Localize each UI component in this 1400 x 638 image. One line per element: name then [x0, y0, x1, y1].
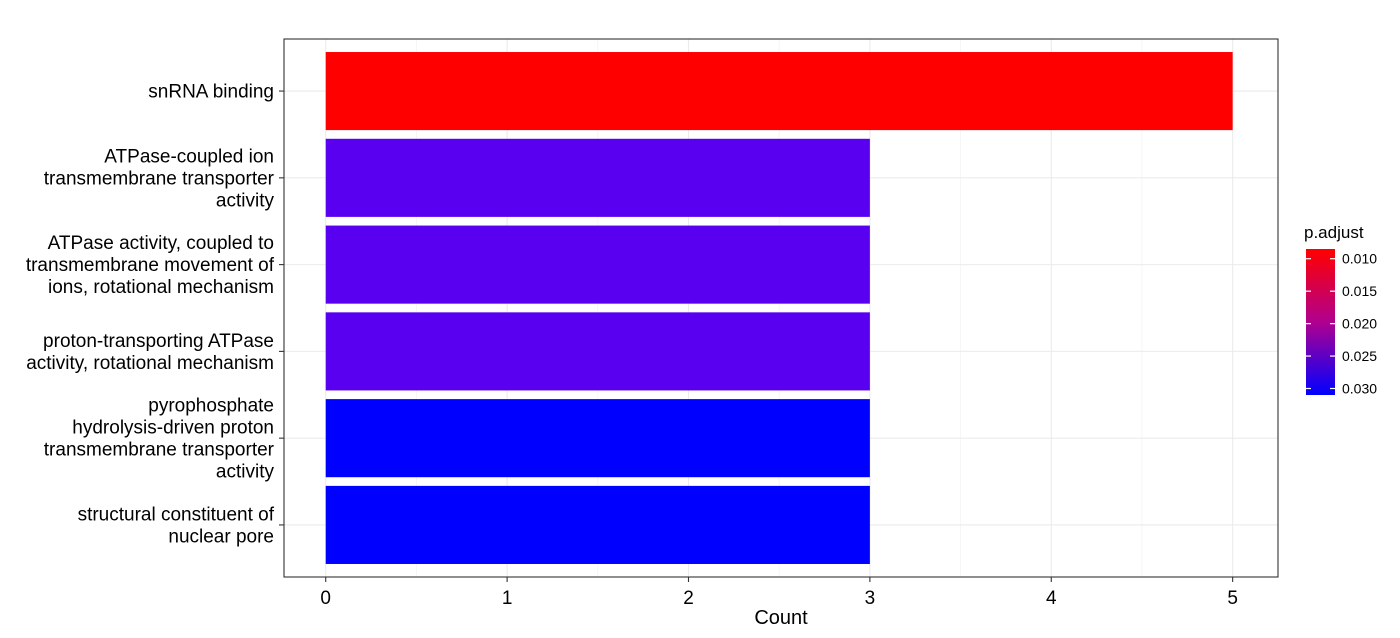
legend-color-bar	[1306, 249, 1335, 395]
legend-title: p.adjust	[1304, 223, 1364, 242]
bar	[325, 312, 870, 391]
x-tick-label: 4	[1046, 588, 1057, 609]
legend-tick-label: 0.010	[1342, 251, 1377, 267]
bar	[325, 225, 870, 304]
legend-tick-label: 0.030	[1342, 381, 1377, 397]
legend-tick-label: 0.015	[1342, 283, 1377, 299]
bar	[325, 138, 870, 217]
legend-ticks: 0.010 0.015 0.020 0.025 0.030	[1306, 251, 1377, 397]
y-axis: snRNA binding ATPase-coupled ion transmemb…	[26, 82, 284, 547]
bar	[325, 485, 870, 564]
y-tick-label: pyrophosphate hydrolysis-driven proton tra…	[44, 396, 275, 483]
x-tick-label: 2	[683, 588, 694, 609]
legend-tick-label: 0.025	[1342, 348, 1377, 364]
y-tick-label: ATPase activity, coupled to transmembrane…	[26, 233, 275, 298]
x-tick-label: 3	[865, 588, 876, 609]
bars	[325, 52, 1233, 564]
y-tick-label: structural constituent of nuclear pore	[78, 504, 275, 547]
x-axis-title: Count	[754, 607, 808, 629]
bar	[325, 399, 870, 478]
y-tick-label: ATPase-coupled ion transmembrane transpor…	[44, 146, 275, 211]
y-tick-label: snRNA binding	[148, 82, 274, 103]
x-tick-label: 5	[1227, 588, 1238, 609]
plot-panel-border	[283, 38, 1279, 578]
y-tick-label: proton-transporting ATPase activity, rota…	[26, 331, 274, 374]
x-tick-label: 1	[502, 588, 513, 609]
x-axis: 0 1 2 3 4 5	[320, 577, 1238, 609]
color-legend: p.adjust 0.010 0.015 0.020 0.025 0.030	[1304, 223, 1377, 397]
x-tick-label: 0	[320, 588, 331, 609]
bar	[325, 52, 1233, 131]
legend-tick-label: 0.020	[1342, 316, 1377, 332]
